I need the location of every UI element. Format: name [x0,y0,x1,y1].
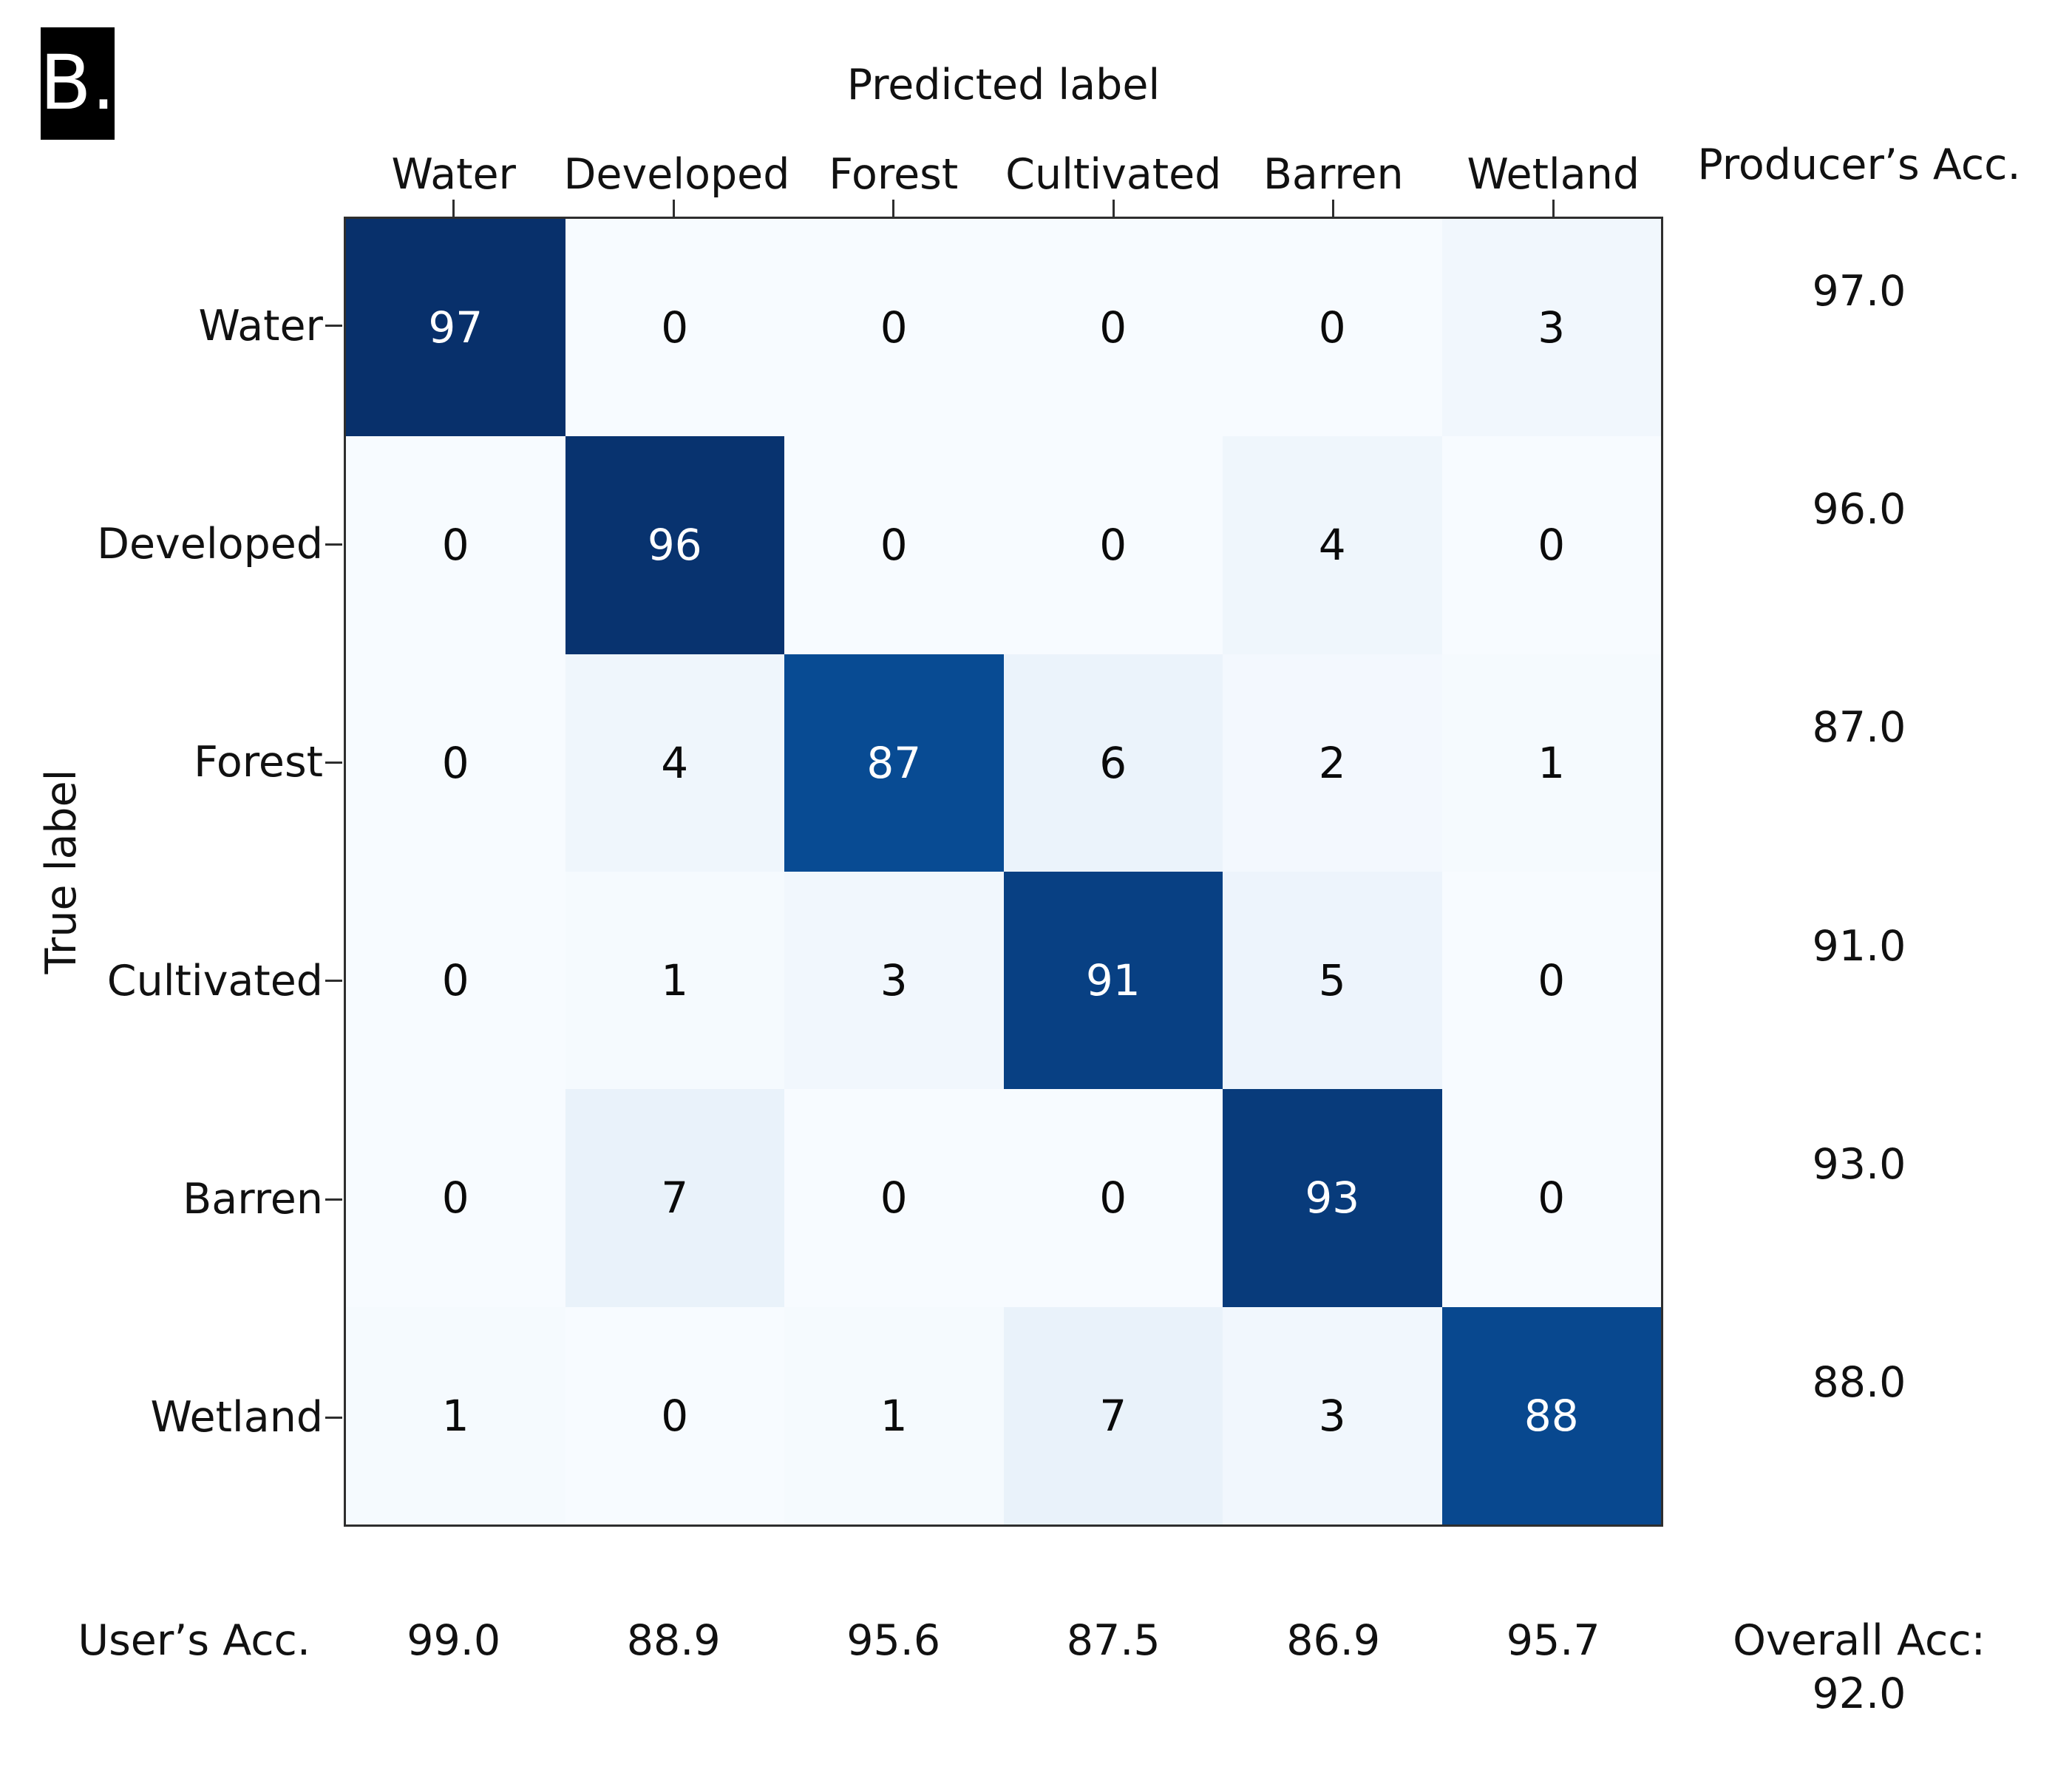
users-acc-value-forest: 95.6 [846,1616,941,1665]
matrix-cell-developed-cultivated: 0 [1003,436,1223,654]
overall-acc-label: Overall Acc: [1733,1616,1986,1665]
col-header-barren: Barren [1263,150,1404,199]
matrix-cell-forest-wetland: 1 [1441,654,1661,872]
matrix-cell-cultivated-cultivated: 91 [1003,872,1223,1090]
matrix-cell-barren-water: 0 [346,1089,565,1307]
producers-acc-value-water: 97.0 [1812,266,1906,316]
matrix-cell-cultivated-water: 0 [346,872,565,1090]
matrix-cell-cultivated-wetland: 0 [1441,872,1661,1090]
matrix-cell-water-forest: 0 [784,219,1004,437]
users-acc-value-wetland: 95.7 [1506,1616,1600,1665]
users-acc-value-cultivated: 87.5 [1066,1616,1161,1665]
matrix-cell-wetland-developed: 0 [565,1306,784,1524]
matrix-cell-barren-wetland: 0 [1441,1089,1661,1307]
producers-acc-value-wetland: 88.0 [1812,1358,1906,1408]
matrix-cell-forest-water: 0 [346,654,565,872]
matrix-cell-forest-forest: 87 [784,654,1004,872]
matrix-cell-cultivated-barren: 5 [1223,872,1442,1090]
x-tick [1332,200,1335,217]
users-acc-value-developed: 88.9 [626,1616,721,1665]
y-axis-title: True label [37,769,86,974]
matrix-cell-forest-cultivated: 6 [1003,654,1223,872]
col-header-wetland: Wetland [1467,150,1640,199]
y-tick [325,1416,342,1419]
producers-acc-value-cultivated: 91.0 [1812,921,1906,971]
matrix-cell-wetland-forest: 1 [784,1306,1004,1524]
row-label-forest: Forest [194,738,323,787]
x-tick [1552,200,1555,217]
x-tick [892,200,895,217]
users-acc-label: User’s Acc. [78,1616,310,1665]
row-label-developed: Developed [97,520,323,569]
matrix-cell-wetland-water: 1 [346,1306,565,1524]
y-tick [325,761,342,764]
matrix-cell-developed-forest: 0 [784,436,1004,654]
matrix-cell-barren-forest: 0 [784,1089,1004,1307]
confusion-matrix-grid: 97 0 0 0 0 3 0 96 0 0 4 0 0 4 87 6 2 1 0 1 3 91 5 0 0 7 0 0 93 0 1 0 1 7 3… [344,217,1663,1527]
matrix-cell-forest-developed: 4 [565,654,784,872]
matrix-cell-developed-wetland: 0 [1441,436,1661,654]
matrix-cell-water-wetland: 3 [1441,219,1661,437]
matrix-cell-barren-cultivated: 0 [1003,1089,1223,1307]
matrix-cell-developed-developed: 96 [565,436,784,654]
x-tick [452,200,455,217]
y-tick [325,1198,342,1201]
x-tick [672,200,675,217]
matrix-cell-cultivated-developed: 1 [565,872,784,1090]
y-tick [325,980,342,983]
matrix-cell-barren-barren: 93 [1223,1089,1442,1307]
y-tick [325,543,342,546]
matrix-cell-cultivated-forest: 3 [784,872,1004,1090]
matrix-cell-water-barren: 0 [1223,219,1442,437]
row-label-barren: Barren [183,1175,323,1224]
col-header-water: Water [391,150,517,199]
row-label-wetland: Wetland [150,1393,323,1442]
col-header-forest: Forest [829,150,959,199]
matrix-cell-wetland-wetland: 88 [1441,1306,1661,1524]
matrix-cell-water-water: 97 [346,219,565,437]
x-axis-title: Predicted label [846,61,1161,109]
row-label-water: Water [198,301,324,350]
matrix-cell-developed-barren: 4 [1223,436,1442,654]
users-acc-value-barren: 86.9 [1286,1616,1381,1665]
col-header-developed: Developed [563,150,790,199]
producers-acc-header: Producer’s Acc. [1697,140,2021,189]
matrix-cell-wetland-barren: 3 [1223,1306,1442,1524]
y-tick [325,325,342,328]
matrix-cell-water-cultivated: 0 [1003,219,1223,437]
users-acc-value-water: 99.0 [407,1616,501,1665]
producers-acc-value-barren: 93.0 [1812,1140,1906,1189]
x-tick [1112,200,1115,217]
matrix-cell-wetland-cultivated: 7 [1003,1306,1223,1524]
matrix-cell-developed-water: 0 [346,436,565,654]
panel-label-badge: B. [40,27,115,140]
col-header-cultivated: Cultivated [1005,150,1222,199]
row-label-cultivated: Cultivated [106,956,323,1005]
producers-acc-value-developed: 96.0 [1812,485,1906,534]
producers-acc-value-forest: 87.0 [1812,703,1906,753]
overall-acc-value: 92.0 [1812,1669,1906,1718]
matrix-cell-water-developed: 0 [565,219,784,437]
matrix-cell-barren-developed: 7 [565,1089,784,1307]
matrix-cell-forest-barren: 2 [1223,654,1442,872]
